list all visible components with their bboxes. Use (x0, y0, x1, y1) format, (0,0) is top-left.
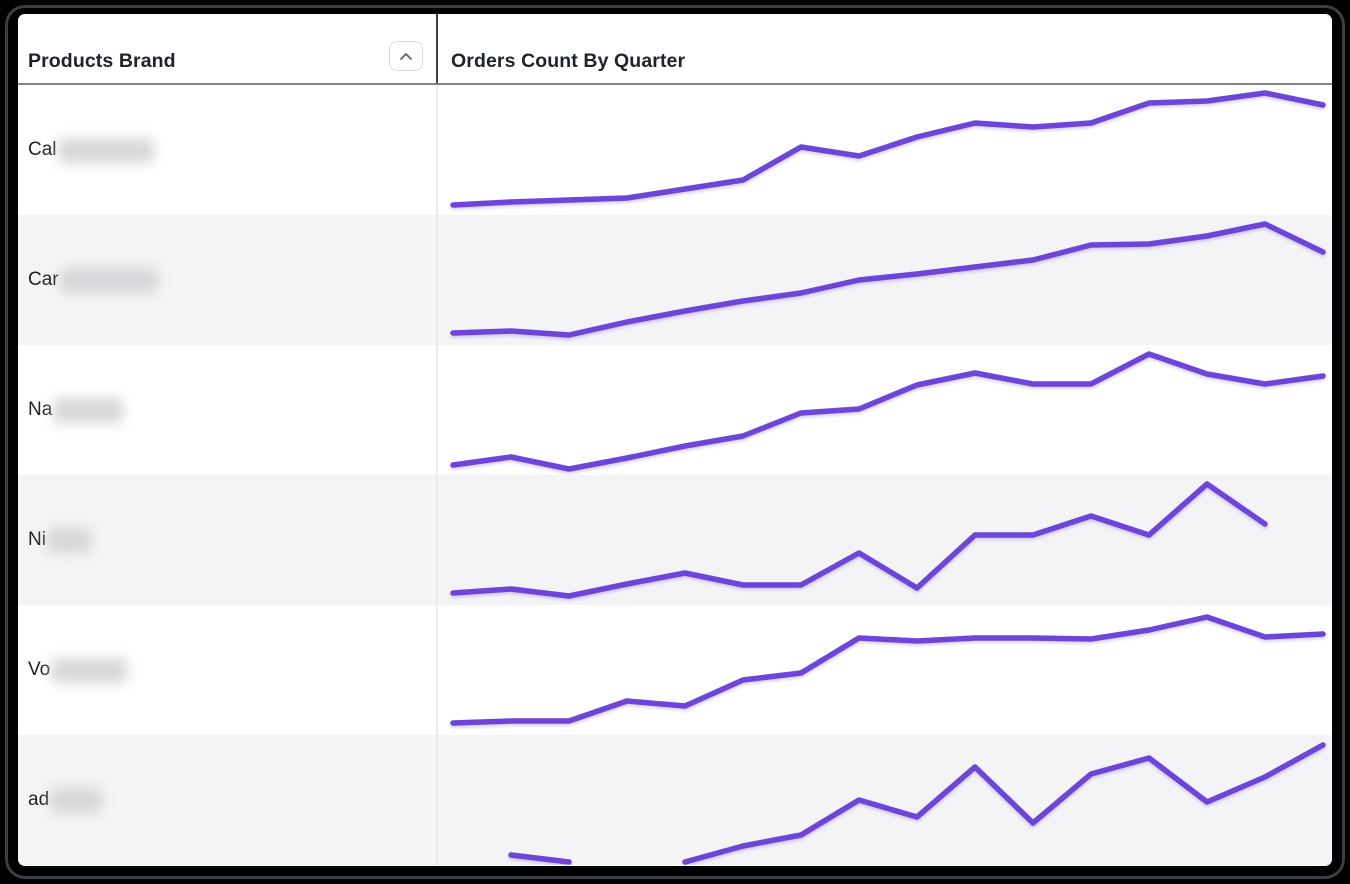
sparkline-cell (438, 215, 1332, 345)
sparkline-chart (508, 742, 1326, 865)
table-header: Products Brand Orders Count By Quarter (18, 14, 1332, 85)
sparkline-chart (450, 351, 1326, 472)
sparkline-chart (450, 221, 1326, 338)
products-brand-header-label[interactable]: Products Brand (28, 50, 176, 72)
sparkline-cell (438, 605, 1332, 735)
sparkline-chart (450, 614, 1326, 726)
brand-cell[interactable]: Na (18, 345, 438, 475)
redacted-text-blur (51, 657, 128, 683)
brand-cell[interactable]: Car (18, 215, 438, 345)
brand-label: ad (28, 789, 50, 810)
sparkline-chart (450, 90, 1326, 208)
brand-label: Ni (28, 529, 46, 550)
table-row: ad (18, 735, 1332, 865)
sparkline-cell (438, 475, 1332, 605)
brand-label: Vo (28, 659, 51, 680)
orders-count-header-label[interactable]: Orders Count By Quarter (451, 50, 686, 72)
table-row: Vo (18, 605, 1332, 735)
sparkline-cell (438, 345, 1332, 475)
redacted-text-blur (50, 787, 103, 813)
table-visualization: Products Brand Orders Count By Quarter C… (18, 14, 1332, 866)
redacted-text-blur (46, 527, 91, 553)
table-row: Na (18, 345, 1332, 475)
brand-cell[interactable]: Ni (18, 475, 438, 605)
brand-cell[interactable]: Vo (18, 605, 438, 735)
column-header-products-brand: Products Brand (18, 14, 438, 83)
redacted-text-blur (53, 397, 124, 423)
brand-label: Na (28, 399, 53, 420)
column-header-orders-count: Orders Count By Quarter (438, 14, 1332, 83)
brand-label: Cal (28, 139, 57, 160)
redacted-text-blur (59, 267, 158, 293)
sparkline-cell (438, 85, 1332, 215)
brand-label: Car (28, 269, 59, 290)
brand-cell[interactable]: ad (18, 735, 438, 865)
sparkline-chart (450, 481, 1268, 599)
redacted-text-blur (57, 137, 154, 163)
table-row: Cal (18, 85, 1332, 215)
chevron-up-icon (399, 52, 413, 61)
table-row: Car (18, 215, 1332, 345)
sort-button[interactable] (389, 41, 423, 71)
brand-cell[interactable]: Cal (18, 85, 438, 215)
sparkline-cell (438, 735, 1332, 865)
table-row: Ni (18, 475, 1332, 605)
window-frame-border (5, 5, 1345, 879)
